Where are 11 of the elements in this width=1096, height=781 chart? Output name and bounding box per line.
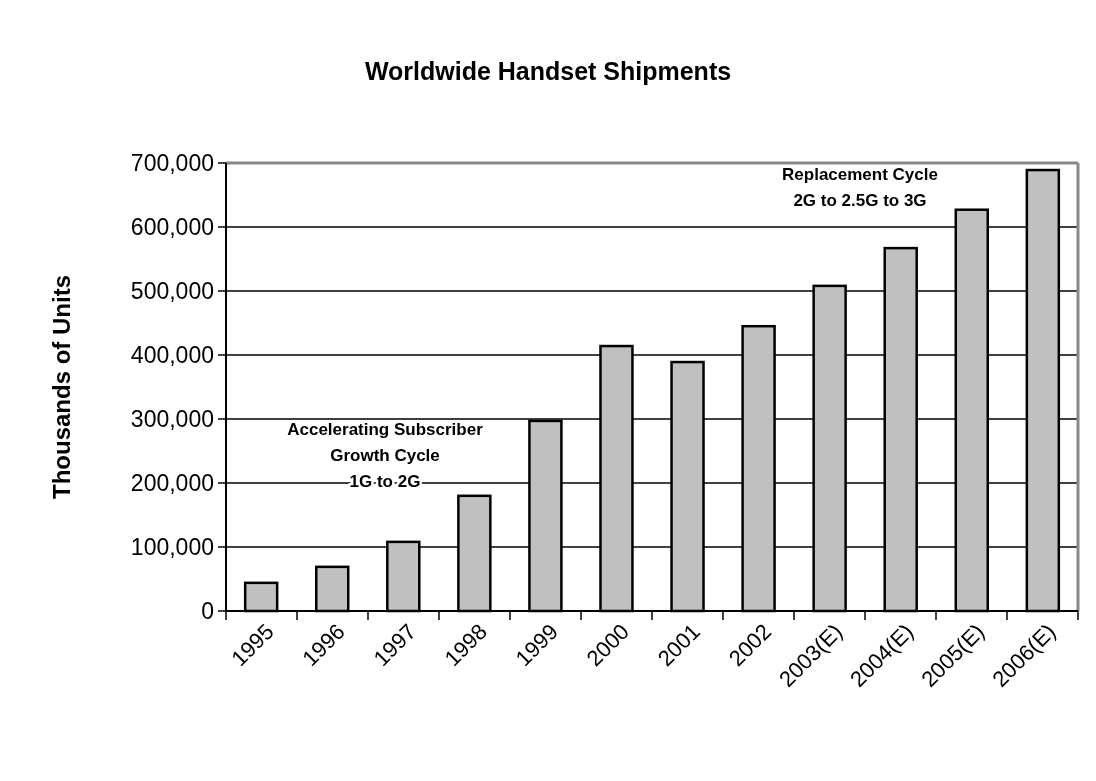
chart-title: Worldwide Handset Shipments xyxy=(364,57,732,85)
y-tick-label: 200,000 xyxy=(130,470,214,497)
annotation: Replacement Cycle 2G to 2.5G to 3G xyxy=(782,165,938,210)
y-axis-title: Thousands of Units xyxy=(48,275,75,499)
y-tick-label: 300,000 xyxy=(130,406,214,433)
y-tick-label: 500,000 xyxy=(130,278,214,305)
y-tick-label: 400,000 xyxy=(130,342,214,369)
y-tick-label: 600,000 xyxy=(130,214,214,241)
y-tick-label: 0 xyxy=(201,598,214,625)
y-tick-label: 100,000 xyxy=(130,534,214,561)
y-tick-label: 700,000 xyxy=(130,150,214,177)
